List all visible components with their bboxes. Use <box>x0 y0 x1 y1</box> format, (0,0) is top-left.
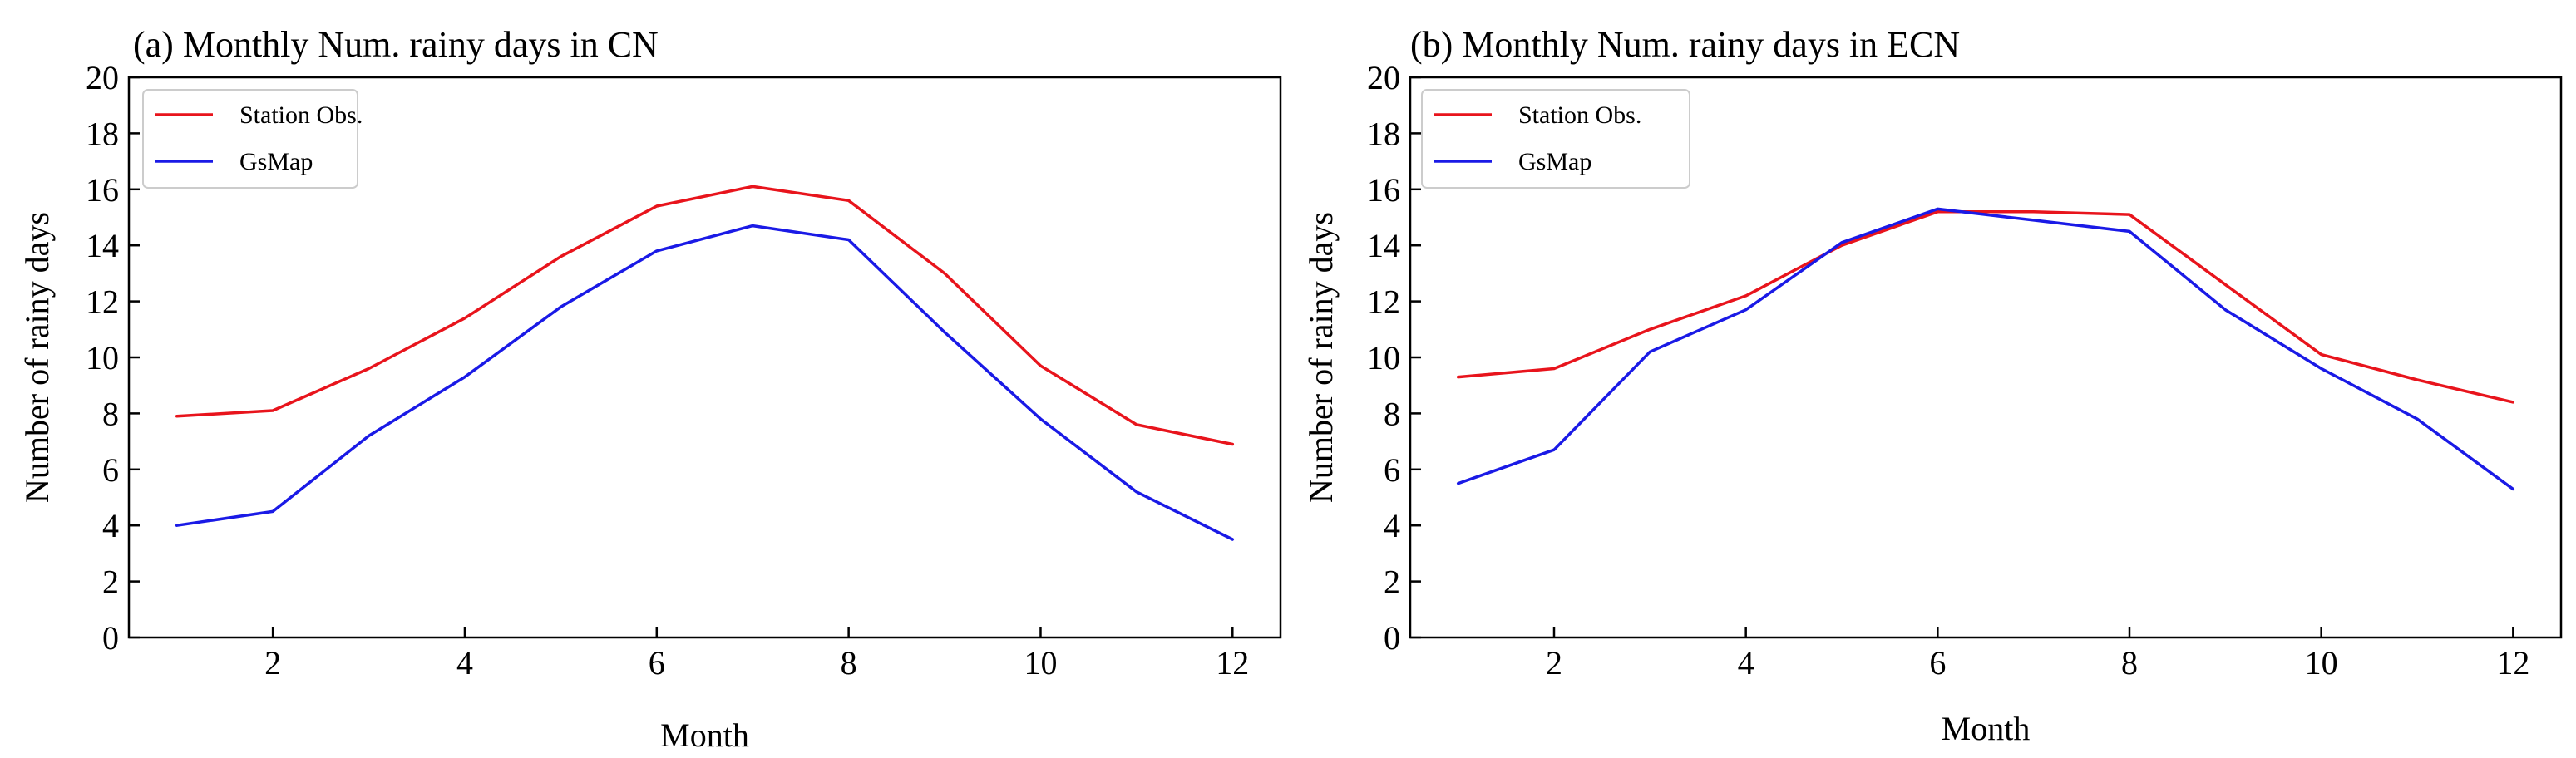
x-tick-label: 8 <box>2121 644 2138 682</box>
x-tick-label: 6 <box>1929 644 1946 682</box>
y-tick-label: 16 <box>86 171 119 209</box>
y-axis-label: Number of rainy days <box>1302 212 1340 503</box>
y-tick-label: 10 <box>1367 339 1400 377</box>
x-tick-label: 4 <box>1738 644 1754 682</box>
chart-title: (a) Monthly Num. rainy days in CN <box>133 24 659 65</box>
chart-title: (b) Monthly Num. rainy days in ECN <box>1410 24 1960 65</box>
x-tick-label: 2 <box>264 644 281 682</box>
x-axis-label: Month <box>660 716 749 754</box>
legend: Station Obs. GsMap <box>142 89 363 189</box>
legend-entry-label: Station Obs. <box>239 101 363 129</box>
series-line-gsmap <box>1456 207 2515 491</box>
y-tick-label: 4 <box>102 507 119 544</box>
y-tick-label: 10 <box>86 339 119 377</box>
y-tick-label: 2 <box>102 564 119 601</box>
y-tick-label: 8 <box>1384 395 1400 432</box>
series-line-station-obs <box>175 185 1235 446</box>
y-tick-label: 6 <box>1384 451 1400 489</box>
x-tick-label: 8 <box>841 644 857 682</box>
y-tick-label: 12 <box>86 283 119 321</box>
chart-panel-b: (b) Monthly Num. rainy days in ECN 0 2 4 6 8 1… <box>1302 24 2563 747</box>
y-tick-label: 14 <box>86 227 119 264</box>
y-tick-label: 2 <box>1384 564 1400 601</box>
x-tick-label: 10 <box>2305 644 2338 682</box>
y-tick-label: 16 <box>1367 171 1400 209</box>
series-line-gsmap <box>175 224 1235 541</box>
y-tick-label: 20 <box>1367 59 1400 96</box>
y-axis-label: Number of rainy days <box>18 212 56 503</box>
y-tick-label: 12 <box>1367 283 1400 321</box>
y-tick-label: 8 <box>102 395 119 432</box>
x-tick-label: 6 <box>649 644 665 682</box>
y-tick-label: 18 <box>1367 115 1400 152</box>
y-tick-label: 20 <box>86 59 119 96</box>
legend-entry-label: GsMap <box>239 148 313 175</box>
x-tick-label: 4 <box>456 644 473 682</box>
x-axis-label: Month <box>1942 710 2031 747</box>
x-tick-label: 2 <box>1546 644 1562 682</box>
y-tick-label: 6 <box>102 451 119 489</box>
y-tick-label: 4 <box>1384 507 1400 544</box>
x-tick-label: 12 <box>2496 644 2529 682</box>
legend: Station Obs. GsMap <box>1421 89 1690 189</box>
y-tick-label: 18 <box>86 115 119 152</box>
y-tick-label: 0 <box>102 619 119 657</box>
y-tick-label: 14 <box>1367 227 1400 264</box>
x-tick-label: 10 <box>1024 644 1057 682</box>
legend-entry-label: GsMap <box>1518 148 1591 175</box>
legend-entry-label: Station Obs. <box>1518 101 1641 129</box>
y-tick-label: 0 <box>1384 619 1400 657</box>
x-tick-label: 12 <box>1216 644 1249 682</box>
series-line-station-obs <box>1456 210 2515 404</box>
chart-panel-a: (a) Monthly Num. rainy days in CN 0 2 4 6 8 10… <box>18 24 1282 754</box>
